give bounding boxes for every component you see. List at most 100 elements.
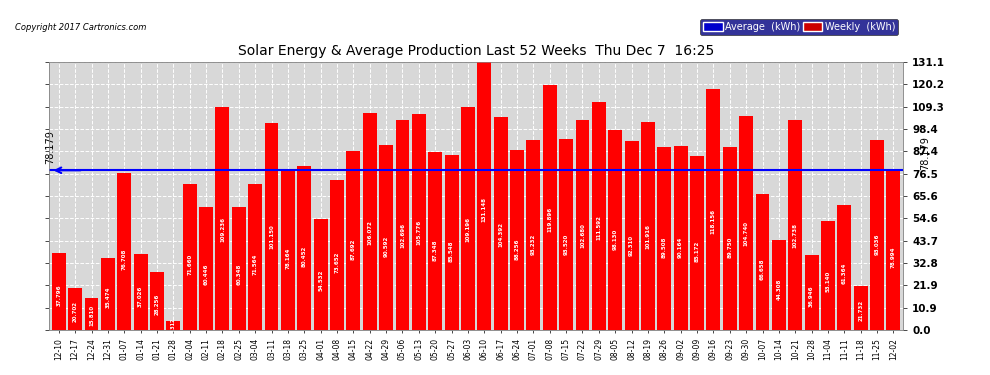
Text: 78.994: 78.994 [891, 247, 896, 268]
Bar [772, 240, 786, 330]
Bar [199, 207, 213, 330]
Bar [707, 88, 721, 330]
Bar [232, 207, 246, 330]
Bar [641, 122, 655, 330]
Text: 131.148: 131.148 [482, 197, 487, 222]
Text: 109.236: 109.236 [220, 217, 225, 242]
Text: 102.696: 102.696 [400, 223, 405, 248]
Text: 35.474: 35.474 [105, 287, 110, 308]
Text: 105.776: 105.776 [417, 220, 422, 245]
Bar [429, 152, 443, 330]
Bar [788, 120, 802, 330]
Bar [379, 145, 393, 330]
Bar [281, 170, 295, 330]
Text: 78.179: 78.179 [45, 130, 54, 164]
Bar [740, 116, 753, 330]
Text: 102.680: 102.680 [580, 223, 585, 248]
Text: 37.026: 37.026 [139, 285, 144, 307]
Text: 80.452: 80.452 [302, 246, 307, 267]
Text: 85.548: 85.548 [449, 241, 454, 262]
Bar [853, 286, 867, 330]
Title: Solar Energy & Average Production Last 52 Weeks  Thu Dec 7  16:25: Solar Energy & Average Production Last 5… [238, 44, 714, 58]
Bar [477, 62, 491, 330]
Text: 104.392: 104.392 [498, 222, 503, 247]
Bar [150, 272, 164, 330]
Bar [412, 114, 426, 330]
Bar [886, 169, 901, 330]
Text: 89.750: 89.750 [728, 237, 733, 258]
Bar [117, 173, 132, 330]
Text: 90.592: 90.592 [383, 236, 389, 257]
Bar [297, 166, 311, 330]
Text: 109.196: 109.196 [465, 217, 470, 242]
Text: 101.150: 101.150 [269, 225, 274, 249]
Bar [543, 85, 556, 330]
Bar [68, 288, 82, 330]
Text: 61.364: 61.364 [842, 263, 846, 284]
Bar [445, 155, 458, 330]
Bar [527, 140, 541, 330]
Bar [216, 107, 230, 330]
Bar [838, 205, 851, 330]
Bar [51, 253, 65, 330]
Text: 71.660: 71.660 [187, 254, 192, 275]
Text: 76.708: 76.708 [122, 249, 127, 270]
Text: 60.446: 60.446 [204, 264, 209, 285]
Text: 90.164: 90.164 [678, 237, 683, 258]
Bar [264, 123, 278, 330]
Text: 101.916: 101.916 [645, 224, 650, 249]
Bar [723, 147, 737, 330]
Bar [690, 156, 704, 330]
Text: 93.232: 93.232 [531, 234, 536, 255]
Text: 4.312: 4.312 [171, 318, 176, 333]
Text: 73.652: 73.652 [335, 252, 340, 273]
Bar [166, 321, 180, 330]
Text: 111.592: 111.592 [596, 215, 601, 240]
Bar [575, 120, 589, 330]
Text: 54.532: 54.532 [318, 269, 323, 291]
Bar [84, 298, 98, 330]
Bar [592, 102, 606, 330]
Text: 87.692: 87.692 [350, 239, 355, 260]
Text: 37.796: 37.796 [56, 285, 61, 306]
Text: 21.732: 21.732 [858, 300, 863, 321]
Text: 78.164: 78.164 [285, 248, 290, 269]
Text: 119.896: 119.896 [547, 207, 552, 232]
Text: 60.348: 60.348 [237, 264, 242, 285]
Text: 102.738: 102.738 [793, 223, 798, 248]
Bar [625, 141, 639, 330]
Bar [396, 120, 410, 330]
Bar [494, 117, 508, 330]
Text: 118.156: 118.156 [711, 209, 716, 234]
Text: 89.508: 89.508 [662, 237, 667, 258]
Bar [183, 184, 197, 330]
Text: Copyright 2017 Cartronics.com: Copyright 2017 Cartronics.com [15, 22, 147, 32]
Bar [657, 147, 671, 330]
Text: 88.256: 88.256 [515, 238, 520, 260]
Text: 44.308: 44.308 [776, 279, 781, 300]
Text: 106.072: 106.072 [367, 220, 372, 245]
Bar [755, 194, 769, 330]
Bar [362, 113, 376, 330]
Bar [314, 219, 328, 330]
Bar [674, 146, 688, 330]
Bar [330, 180, 344, 330]
Text: 15.810: 15.810 [89, 305, 94, 326]
Text: 20.702: 20.702 [72, 301, 77, 322]
Text: 66.658: 66.658 [760, 258, 765, 279]
Bar [134, 254, 148, 330]
Bar [870, 140, 884, 330]
Bar [821, 222, 835, 330]
Text: 28.256: 28.256 [154, 294, 159, 315]
Text: 92.310: 92.310 [629, 235, 635, 256]
Bar [510, 150, 524, 330]
Bar [101, 258, 115, 330]
Bar [608, 129, 622, 330]
Bar [248, 184, 262, 330]
Bar [461, 107, 475, 330]
Text: 85.172: 85.172 [695, 241, 700, 262]
Text: 78.179: 78.179 [921, 136, 931, 170]
Text: 53.140: 53.140 [826, 271, 831, 292]
Text: 36.946: 36.946 [809, 285, 814, 307]
Bar [559, 139, 573, 330]
